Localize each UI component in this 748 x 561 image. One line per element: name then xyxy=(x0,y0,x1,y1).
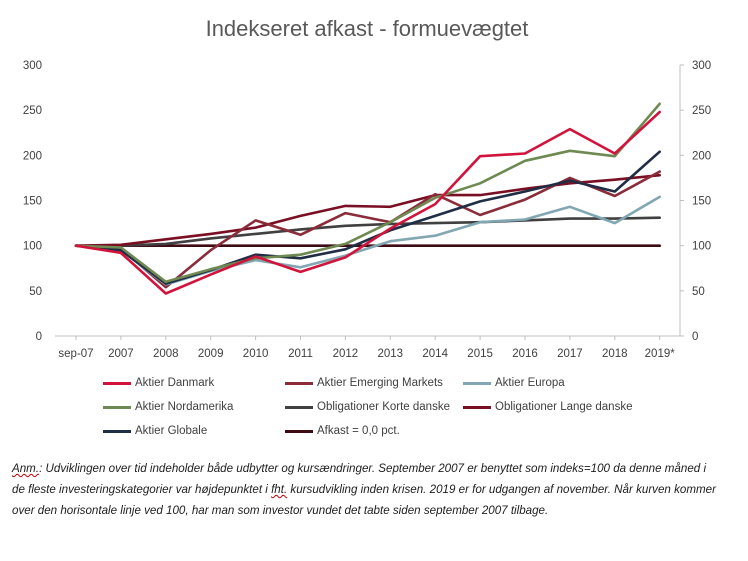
x-tick-label: 2019* xyxy=(645,348,676,360)
legend-label: Obligationer Lange danske xyxy=(495,401,633,413)
note-squiggle-word: fht. xyxy=(271,483,288,496)
x-tick-label: 2014 xyxy=(422,348,448,360)
chart-title: Indekseret afkast - formuevægtet xyxy=(205,16,529,41)
legend-swatch xyxy=(285,405,313,409)
note-prefix: Anm. xyxy=(12,462,40,475)
note-text-2: kursudvikling inden krisen. 2019 er for … xyxy=(12,483,716,517)
secondary-y-tick-label: 0 xyxy=(692,331,698,343)
chart-lines xyxy=(74,102,662,295)
series-line xyxy=(74,102,662,284)
legend-label: Aktier Emerging Markets xyxy=(317,377,443,389)
legend-item: Aktier Europa xyxy=(463,374,565,392)
series-line xyxy=(74,170,662,289)
y-tick-label: 300 xyxy=(23,60,42,72)
legend-swatch xyxy=(463,405,491,409)
note-text-1: : Udviklingen over tid indeholder både u… xyxy=(12,462,707,496)
secondary-y-tick-label: 100 xyxy=(692,241,711,253)
x-tick-label: 2010 xyxy=(243,348,269,360)
legend-label: Aktier Globale xyxy=(135,425,208,437)
x-tick-label: 2016 xyxy=(512,348,538,360)
legend-swatch xyxy=(103,405,131,409)
legend-label: Aktier Nordamerika xyxy=(135,401,234,413)
secondary-y-tick-label: 150 xyxy=(692,196,711,208)
legend-item: Obligationer Lange danske xyxy=(463,398,632,416)
legend-label: Obligationer Korte danske xyxy=(317,401,450,413)
legend-item: Aktier Emerging Markets xyxy=(285,374,443,392)
y-tick-label: 100 xyxy=(23,241,42,253)
chart-tick-labels: 0 50 100 150 200 250 300 0 50 100 150 200 250 300 sep-… xyxy=(23,60,711,360)
secondary-y-tick-label: 50 xyxy=(692,286,705,298)
legend-swatch xyxy=(103,429,131,433)
legend-label: Afkast = 0,0 pct. xyxy=(317,425,400,437)
series-line xyxy=(74,173,662,247)
secondary-y-tick-label: 300 xyxy=(692,60,711,72)
legend-swatch xyxy=(103,381,131,385)
x-tick-label: 2015 xyxy=(467,348,493,360)
series-line xyxy=(74,216,662,247)
x-tick-label: 2013 xyxy=(378,348,404,360)
y-tick-label: 250 xyxy=(23,105,42,117)
x-tick-label: 2007 xyxy=(108,348,134,360)
footnote: Anm.: Udviklingen over tid indeholder bå… xyxy=(12,458,722,521)
chart-axes xyxy=(55,64,684,340)
y-tick-label: 50 xyxy=(29,286,42,298)
y-tick-label: 0 xyxy=(36,331,42,343)
secondary-y-tick-label: 200 xyxy=(692,150,711,162)
legend-item: Aktier Nordamerika xyxy=(103,398,233,416)
x-tick-label: 2018 xyxy=(602,348,628,360)
series-line xyxy=(74,110,662,295)
legend-item: Obligationer Korte danske xyxy=(285,398,450,416)
x-tick-label: 2008 xyxy=(153,348,179,360)
legend-item: Aktier Danmark xyxy=(103,374,214,392)
legend-swatch xyxy=(463,381,491,385)
y-tick-label: 200 xyxy=(23,150,42,162)
legend-swatch xyxy=(285,381,313,385)
line-chart: 0 50 100 150 200 250 300 0 50 100 150 200 250 300 sep-… xyxy=(23,60,711,360)
legend-label: Aktier Danmark xyxy=(135,377,215,389)
x-tick-label: 2011 xyxy=(288,348,313,360)
series-line xyxy=(74,150,662,285)
x-tick-label: 2012 xyxy=(333,348,359,360)
legend-item: Aktier Globale xyxy=(103,422,207,440)
x-tick-label: 2009 xyxy=(198,348,224,360)
y-tick-label: 150 xyxy=(23,196,42,208)
legend-label: Aktier Europa xyxy=(495,377,565,389)
legend-item: Afkast = 0,0 pct. xyxy=(285,422,400,440)
secondary-y-tick-label: 250 xyxy=(692,105,711,117)
x-tick-label: 2017 xyxy=(557,348,583,360)
x-tick-label: sep-07 xyxy=(58,348,93,360)
legend-swatch xyxy=(285,429,313,433)
